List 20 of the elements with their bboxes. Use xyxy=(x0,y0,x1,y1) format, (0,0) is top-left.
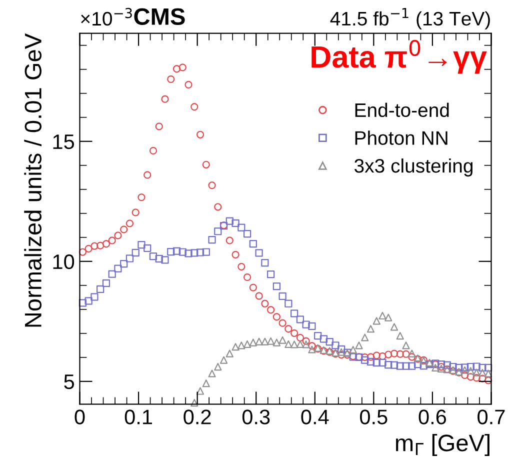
x-axis-title: m$_{Γ}$ [GeV] xyxy=(396,434,490,456)
y-tick-label: 10 xyxy=(53,254,74,270)
legend-label: Photon NN xyxy=(355,130,448,145)
x-tick-label: 0.6 xyxy=(418,410,446,424)
text: 41.5 fb$^{−1}$ (13 TeV) xyxy=(330,8,490,30)
x-tick-label: 0.4 xyxy=(301,410,329,424)
x-tick-label: 0.1 xyxy=(124,410,152,424)
y-axis-title: Normalized units / 0.01 GeV xyxy=(24,33,42,327)
x-tick-label: 0.2 xyxy=(184,410,211,424)
y-tick-label: 15 xyxy=(53,134,74,150)
x-tick-label: 0.7 xyxy=(478,410,505,424)
y-tick-label: 5 xyxy=(64,374,74,390)
legend-label: End-to-end xyxy=(355,102,449,118)
text: ×10$^{−3}$ xyxy=(81,8,132,26)
x-tick-label: 0.5 xyxy=(360,410,388,424)
x-tick-label: 0.3 xyxy=(242,410,270,424)
x-tick-label: 0 xyxy=(74,410,85,424)
annotation: Data π$^{0}$→γγ xyxy=(312,40,487,74)
text: CMS xyxy=(134,8,185,25)
legend-label: 3x3 clustering xyxy=(354,158,472,177)
